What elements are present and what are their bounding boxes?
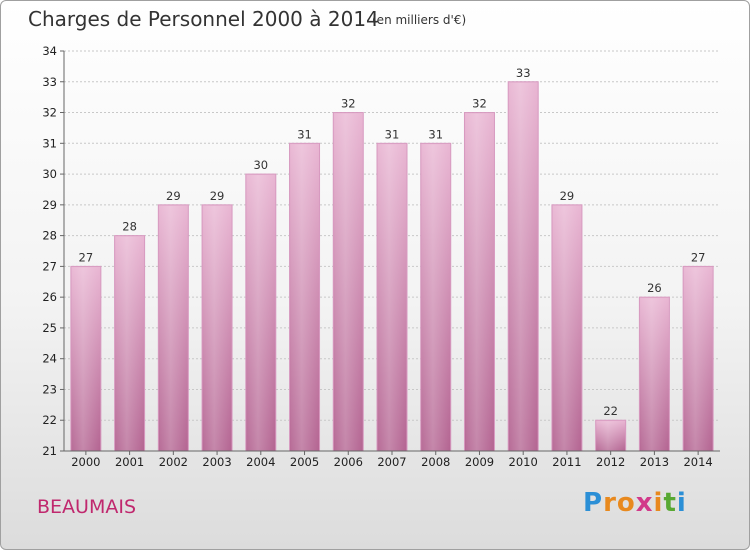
data-label: 26	[647, 281, 662, 295]
logo-letter: i	[676, 488, 687, 518]
y-tick-label: 22	[42, 413, 57, 427]
y-tick-label: 30	[42, 167, 57, 181]
x-tick-label: 2002	[159, 455, 188, 469]
x-tick-label: 2005	[290, 455, 319, 469]
bar-highlight	[115, 236, 144, 451]
data-label: 32	[472, 97, 487, 111]
logo-letter: r	[603, 488, 617, 518]
x-tick-label: 2011	[552, 455, 581, 469]
logo-letter: t	[663, 488, 677, 518]
y-tick-label: 24	[42, 352, 57, 366]
bar-highlight	[334, 113, 363, 452]
data-label: 29	[560, 189, 575, 203]
x-tick-label: 2013	[640, 455, 669, 469]
data-label: 31	[385, 127, 400, 141]
logo-letter: o	[616, 488, 636, 518]
data-label: 30	[253, 158, 268, 172]
data-label: 33	[516, 66, 531, 80]
y-tick-label: 28	[42, 229, 57, 243]
data-label: 28	[122, 220, 137, 234]
x-axis-ticks: 2000 2001 2002 2003 2004 2005 2006 2007 2008 2009…	[71, 451, 713, 469]
y-tick-label: 32	[42, 106, 57, 120]
x-tick-label: 2006	[334, 455, 363, 469]
bar-highlight	[596, 421, 625, 451]
x-tick-label: 2014	[683, 455, 712, 469]
data-label: 29	[210, 189, 225, 203]
bar-highlight	[640, 298, 669, 451]
bar-highlight	[159, 205, 188, 451]
data-label: 31	[297, 127, 312, 141]
data-label: 32	[341, 97, 356, 111]
y-tick-label: 33	[42, 75, 57, 89]
bar-highlight	[684, 267, 713, 451]
logo-letter: i	[653, 488, 664, 518]
data-label: 27	[79, 250, 94, 264]
x-tick-label: 2010	[509, 455, 538, 469]
data-label: 27	[691, 250, 706, 264]
bar-highlight	[378, 144, 406, 452]
y-tick-label: 26	[42, 290, 57, 304]
x-tick-label: 2001	[115, 455, 144, 469]
y-tick-label: 31	[42, 136, 57, 150]
x-tick-label: 2012	[596, 455, 625, 469]
x-tick-label: 2000	[71, 455, 100, 469]
bar-highlight	[421, 144, 450, 452]
y-tick-label: 29	[42, 198, 57, 212]
x-tick-label: 2004	[246, 455, 275, 469]
bar-highlight	[246, 175, 275, 452]
bar-highlight	[465, 113, 494, 452]
data-label: 22	[603, 404, 618, 418]
y-tick-label: 23	[42, 382, 57, 396]
chart-unit: (en milliers d'€)	[372, 13, 467, 27]
y-tick-label: 21	[42, 444, 57, 458]
bar-highlight	[509, 82, 538, 452]
x-tick-label: 2008	[421, 455, 450, 469]
y-tick-label: 25	[42, 321, 57, 335]
proxiti-logo: Proxiti	[583, 488, 687, 518]
chart-title: Charges de Personnel 2000 à 2014	[28, 7, 379, 31]
logo-letter: P	[583, 488, 604, 518]
logo-letter: x	[635, 488, 654, 518]
y-tick-label: 27	[42, 259, 57, 273]
x-tick-label: 2009	[465, 455, 494, 469]
commune-name: BEAUMAIS	[37, 496, 136, 518]
data-label: 29	[166, 189, 181, 203]
x-tick-label: 2003	[202, 455, 231, 469]
y-axis-ticks: 21 22 23 24 25 26 27 28 29 30 31 32 33 34	[42, 44, 64, 458]
bar-highlight	[290, 144, 319, 452]
data-label: 31	[428, 127, 443, 141]
bar-highlight	[552, 205, 581, 451]
y-tick-label: 34	[42, 44, 57, 58]
bars: 27 28 29 29 30 31 32 31 31 32 33 29 22 26 27	[70, 66, 714, 452]
axes	[63, 51, 720, 452]
bar-highlight	[203, 205, 232, 451]
bar-highlight	[71, 267, 100, 451]
x-tick-label: 2007	[377, 455, 406, 469]
